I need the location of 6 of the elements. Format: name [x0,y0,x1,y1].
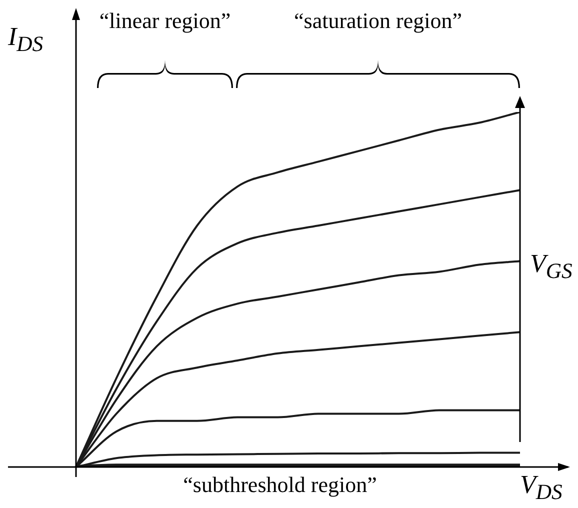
text: “linear region” [99,8,231,34]
text: “saturation region” [294,8,462,34]
annotation: V$_{GS}$ [530,249,572,284]
x-axis-title: V$_{DS}$ [520,470,562,506]
y-axis-title: I$_{DS}$ [8,22,44,58]
text: “subthreshold region” [183,472,377,498]
